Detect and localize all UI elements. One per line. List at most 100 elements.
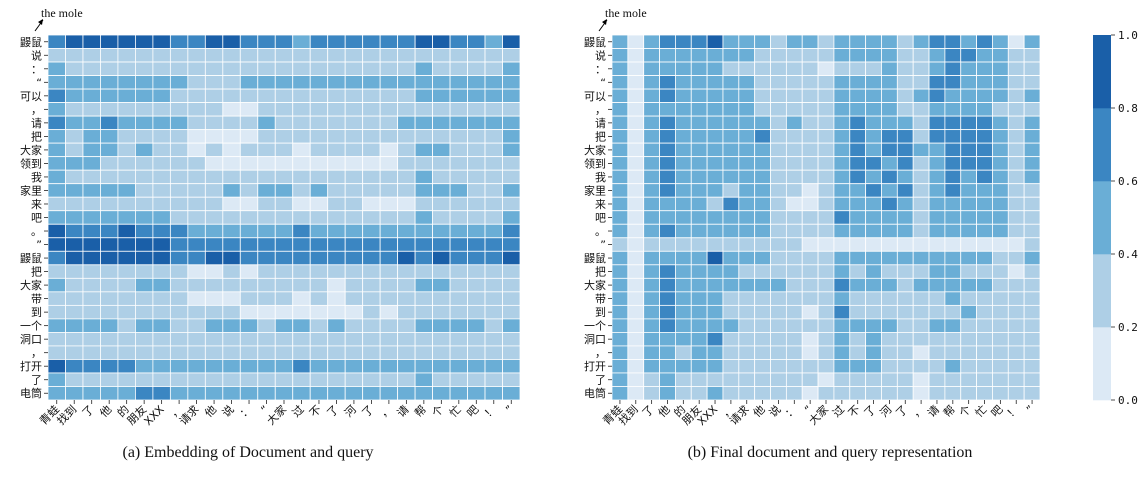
colorbar-tick-label: 0.4 xyxy=(1118,248,1138,261)
heatmap-cell xyxy=(117,142,136,158)
heatmap-cell xyxy=(801,345,819,360)
heatmap-cell xyxy=(1007,332,1025,347)
y-tick-label: 打开 xyxy=(20,359,42,373)
y-tick-label: 大家 xyxy=(20,278,42,292)
y-tick-label: 鼹鼠 xyxy=(584,35,606,49)
heatmap-cell xyxy=(675,115,692,131)
heatmap-cell xyxy=(432,223,451,239)
heatmap-cell xyxy=(1023,88,1041,103)
heatmap-cell xyxy=(611,156,629,171)
heatmap-cell xyxy=(881,75,898,90)
heatmap-cell xyxy=(502,386,521,401)
heatmap-cell xyxy=(414,129,433,144)
heatmap-cell xyxy=(801,183,819,198)
heatmap-cell xyxy=(397,142,416,158)
heatmap-cell xyxy=(912,250,930,266)
heatmap-cell xyxy=(944,250,962,266)
heatmap-cell xyxy=(738,75,756,90)
heatmap-cell xyxy=(222,169,241,185)
heatmap-cell xyxy=(976,359,993,374)
heatmap-cell xyxy=(785,372,803,387)
heatmap-cell xyxy=(785,88,803,103)
heatmap-cell xyxy=(274,332,294,347)
heatmap-cell xyxy=(643,183,660,198)
heatmap-cell xyxy=(833,142,851,158)
heatmap-cell xyxy=(722,48,740,63)
heatmap-cell xyxy=(722,169,740,185)
heatmap-cell xyxy=(643,115,660,131)
heatmap-cell xyxy=(397,372,416,387)
heatmap-cell xyxy=(896,237,914,252)
heatmap-cell xyxy=(100,372,119,387)
heatmap-cell xyxy=(785,102,803,117)
heatmap-cell xyxy=(611,75,629,90)
heatmap-cell xyxy=(239,277,259,293)
x-tick-label: 了 xyxy=(862,403,879,420)
heatmap-cell xyxy=(204,359,224,374)
heatmap-cell xyxy=(992,142,1009,158)
heatmap-cell xyxy=(960,115,977,131)
heatmap-cell xyxy=(865,142,882,158)
heatmap-cell xyxy=(117,359,136,374)
heatmap-cell xyxy=(896,332,914,347)
heatmap-cell xyxy=(100,75,119,90)
heatmap-cell xyxy=(257,169,276,185)
heatmap-cell xyxy=(960,277,977,293)
heatmap-cell xyxy=(362,156,381,171)
heatmap-cell xyxy=(754,332,771,347)
heatmap-cell xyxy=(817,34,835,49)
heatmap-cell xyxy=(706,129,724,144)
heatmap-cell xyxy=(484,318,503,333)
heatmap-cell xyxy=(675,359,692,374)
heatmap-cell xyxy=(135,75,154,90)
heatmap-cell xyxy=(976,75,993,90)
heatmap-cell xyxy=(414,291,433,306)
x-tick-label: 忙 xyxy=(972,402,990,420)
heatmap-cell xyxy=(135,372,154,387)
heatmap-cell xyxy=(675,129,692,144)
heatmap-cell xyxy=(379,48,399,63)
heatmap-cell xyxy=(327,48,346,63)
heatmap-cell xyxy=(449,196,468,212)
heatmap-cell xyxy=(770,142,787,158)
heatmap-cell xyxy=(82,359,101,374)
heatmap-cell xyxy=(432,183,451,198)
heatmap-cell xyxy=(738,291,756,306)
heatmap-cell xyxy=(169,196,189,212)
heatmap-cell xyxy=(100,359,119,374)
x-tick-label: 了 xyxy=(80,403,97,420)
heatmap-cell xyxy=(659,196,676,212)
y-tick-label: 说 xyxy=(31,48,42,62)
heatmap-cell xyxy=(100,264,119,279)
heatmap-cell xyxy=(204,34,224,49)
heatmap-cell xyxy=(865,386,882,401)
heatmap-cell xyxy=(82,345,101,360)
heatmap-cell xyxy=(817,386,835,401)
heatmap-cell xyxy=(992,61,1009,76)
heatmap-cell xyxy=(643,34,660,49)
heatmap-cell xyxy=(414,264,433,279)
y-tick-label: 请 xyxy=(595,117,606,130)
heatmap-cell xyxy=(944,183,962,198)
heatmap-cell xyxy=(754,48,771,63)
heatmap-cell xyxy=(169,115,189,131)
heatmap-cell xyxy=(690,102,708,117)
heatmap-cell xyxy=(47,102,66,117)
heatmap-cell xyxy=(152,48,171,63)
heatmap-cell xyxy=(912,372,930,387)
heatmap-cell xyxy=(833,75,851,90)
heatmap-cell xyxy=(502,264,521,279)
heatmap-cell xyxy=(135,169,154,185)
heatmap-cell xyxy=(484,345,503,360)
heatmap-cell xyxy=(397,183,416,198)
heatmap-cell xyxy=(833,88,851,103)
heatmap-cell xyxy=(82,291,101,306)
heatmap-cell xyxy=(222,142,241,158)
heatmap-cell xyxy=(502,196,521,212)
heatmap-cell xyxy=(309,34,329,49)
heatmap-cell xyxy=(222,359,241,374)
heatmap-cell xyxy=(204,318,224,333)
heatmap-cell xyxy=(1007,169,1025,185)
y-tick-label: 把 xyxy=(31,265,42,279)
heatmap-cell xyxy=(785,345,803,360)
